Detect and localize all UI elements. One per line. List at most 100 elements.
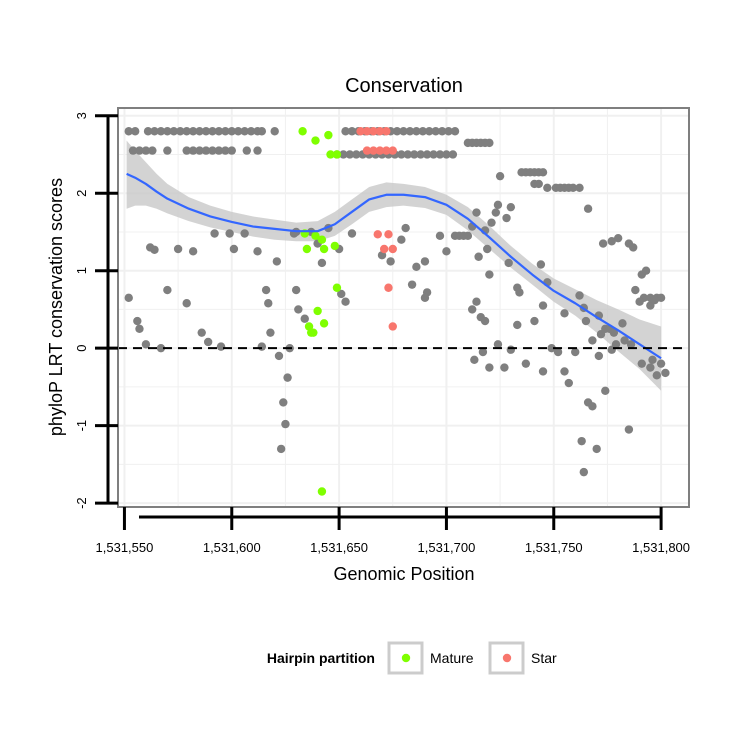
point-background xyxy=(341,127,350,136)
point-star xyxy=(356,127,365,136)
confidence-ribbon-layer xyxy=(126,140,662,391)
point-background xyxy=(485,363,494,372)
point-background xyxy=(564,378,573,388)
axes-layer: 1,531,550 1,531,600 1,531,650 1,531,700 1,53… xyxy=(74,112,690,555)
point-background xyxy=(201,146,211,155)
point-background xyxy=(150,245,159,254)
point-mature xyxy=(306,328,316,337)
smooth-layer xyxy=(126,172,662,360)
point-star xyxy=(362,146,372,155)
point-background xyxy=(536,260,546,269)
point-background xyxy=(575,183,584,192)
point-background xyxy=(148,146,157,155)
point-background xyxy=(135,324,144,334)
point-background xyxy=(613,233,623,243)
point-mature xyxy=(324,130,333,140)
legend-title: Hairpin partition xyxy=(267,650,375,666)
points-layer xyxy=(124,127,670,496)
point-background xyxy=(467,305,477,314)
legend: Hairpin partition Mature Star xyxy=(267,641,557,675)
y-axis-label: phyloP LRT conservation scores xyxy=(46,178,66,436)
point-background xyxy=(429,150,438,159)
point-background xyxy=(345,150,355,159)
y-tick-label: 3 xyxy=(74,112,89,119)
point-background xyxy=(257,342,267,351)
point-background xyxy=(270,127,279,136)
legend-marker-mature xyxy=(401,653,411,663)
point-background xyxy=(626,340,636,349)
point-background xyxy=(620,336,629,345)
point-background xyxy=(197,328,206,337)
point-background xyxy=(500,363,509,372)
point-background xyxy=(588,336,597,345)
point-background xyxy=(182,146,191,155)
x-tick-label: 1,531,800 xyxy=(632,540,690,555)
point-background xyxy=(480,316,490,326)
point-background xyxy=(234,127,243,136)
point-background xyxy=(210,229,219,238)
point-background xyxy=(579,467,589,477)
point-background xyxy=(646,363,655,372)
point-background xyxy=(208,146,217,155)
point-background xyxy=(135,146,144,155)
point-background xyxy=(506,345,516,354)
point-background xyxy=(143,127,153,136)
legend-marker-star xyxy=(502,653,512,663)
point-background xyxy=(463,231,473,241)
point-background xyxy=(534,179,543,189)
point-background xyxy=(485,138,494,148)
point-star xyxy=(369,127,378,136)
point-background xyxy=(264,299,273,308)
point-background xyxy=(491,208,501,217)
y-tick-label: -1 xyxy=(74,420,89,432)
point-mature xyxy=(298,127,307,136)
point-background xyxy=(352,150,361,159)
point-background xyxy=(618,319,627,328)
point-background xyxy=(347,229,357,238)
point-star xyxy=(373,230,382,239)
point-background xyxy=(399,127,408,136)
point-background xyxy=(214,127,224,136)
point-background xyxy=(412,127,421,136)
point-background xyxy=(472,297,481,306)
point-background xyxy=(261,285,271,295)
y-tick-label: 0 xyxy=(74,345,89,352)
point-background xyxy=(474,252,483,261)
point-background xyxy=(412,262,421,272)
confidence-ribbon xyxy=(126,140,662,391)
point-background xyxy=(607,237,616,246)
point-background xyxy=(470,355,479,364)
point-background xyxy=(568,183,578,192)
point-background xyxy=(150,127,159,136)
point-background xyxy=(495,171,505,181)
point-star xyxy=(375,127,385,136)
point-star xyxy=(375,146,385,155)
point-mature xyxy=(317,235,327,244)
point-background xyxy=(437,127,447,136)
point-background xyxy=(291,285,301,295)
y-tick-label: 1 xyxy=(74,267,89,274)
point-background xyxy=(163,285,172,295)
point-background xyxy=(553,347,563,357)
point-background xyxy=(229,244,239,254)
point-background xyxy=(294,305,303,314)
point-background xyxy=(652,371,662,380)
point-background xyxy=(188,146,198,155)
point-background xyxy=(442,247,451,256)
point-background xyxy=(169,127,179,136)
point-background xyxy=(628,243,638,252)
point-mature xyxy=(311,231,320,241)
point-background xyxy=(124,127,133,136)
point-background xyxy=(637,359,646,368)
point-star xyxy=(379,244,389,254)
point-background xyxy=(577,436,586,446)
point-mature xyxy=(313,306,322,316)
point-mature xyxy=(332,283,342,292)
point-background xyxy=(538,367,548,376)
point-star xyxy=(362,127,372,136)
point-background xyxy=(588,402,597,411)
point-background xyxy=(487,218,496,227)
point-background xyxy=(225,229,234,238)
